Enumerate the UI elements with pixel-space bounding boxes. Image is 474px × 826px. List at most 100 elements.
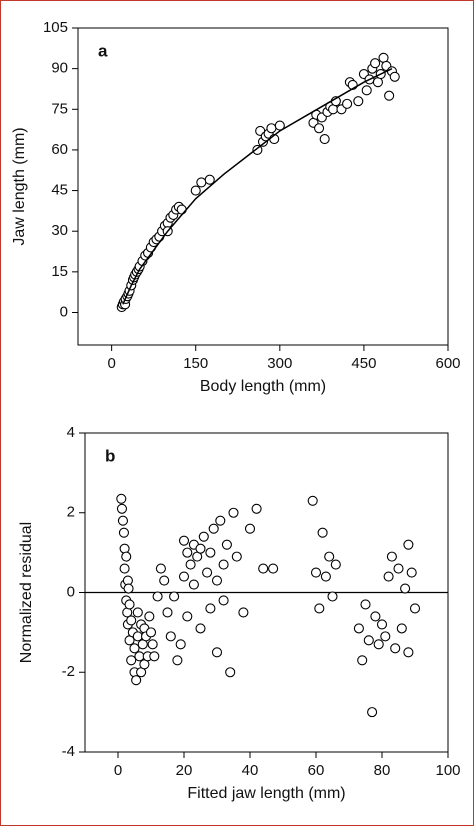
- x-tick-label: 100: [435, 762, 460, 779]
- point: [117, 515, 128, 526]
- y-tick-label: 75: [51, 100, 68, 117]
- point: [380, 631, 391, 642]
- point: [225, 667, 236, 678]
- point: [228, 507, 239, 518]
- point: [129, 643, 140, 654]
- point: [119, 563, 130, 574]
- point: [218, 595, 229, 606]
- point: [159, 575, 170, 586]
- point: [396, 623, 407, 634]
- y-tick-label: -4: [62, 743, 75, 760]
- point: [202, 567, 213, 578]
- point: [251, 503, 262, 514]
- point: [126, 615, 137, 626]
- point: [185, 559, 196, 570]
- point: [165, 631, 176, 642]
- point: [204, 174, 215, 185]
- y-tick-label: 0: [60, 303, 68, 320]
- point: [370, 611, 381, 622]
- point: [231, 551, 242, 562]
- x-tick-label: 20: [176, 762, 193, 779]
- point: [144, 611, 155, 622]
- point: [403, 539, 414, 550]
- point: [132, 607, 143, 618]
- point: [327, 591, 338, 602]
- y-tick-label: -2: [62, 663, 75, 680]
- point: [268, 563, 279, 574]
- point: [357, 655, 368, 666]
- point: [342, 98, 353, 109]
- x-tick-label: 150: [183, 355, 208, 372]
- point: [162, 607, 173, 618]
- point: [196, 177, 207, 188]
- x-tick-label: 600: [435, 355, 460, 372]
- point: [124, 599, 135, 610]
- point: [221, 539, 232, 550]
- point: [389, 71, 400, 82]
- point: [119, 543, 130, 554]
- point: [116, 503, 128, 514]
- point: [330, 559, 341, 570]
- point: [390, 643, 401, 654]
- point: [266, 123, 277, 134]
- point: [314, 123, 325, 134]
- y-axis-label: Normalized residual: [18, 522, 35, 663]
- point: [145, 627, 157, 638]
- point: [175, 639, 186, 650]
- y-tick-label: 90: [51, 60, 68, 77]
- x-tick-label: 40: [242, 762, 259, 779]
- y-tick-label: 15: [51, 263, 68, 280]
- point: [155, 563, 166, 574]
- point: [123, 583, 134, 594]
- point: [307, 495, 318, 506]
- point: [215, 515, 226, 526]
- point: [178, 571, 190, 582]
- point: [310, 567, 322, 578]
- point: [363, 635, 374, 646]
- point: [188, 579, 199, 590]
- point: [147, 639, 158, 650]
- point: [190, 185, 201, 196]
- point: [116, 493, 127, 504]
- point: [353, 623, 364, 634]
- point: [178, 535, 190, 546]
- point: [134, 651, 145, 662]
- point: [373, 639, 384, 650]
- point: [132, 631, 143, 642]
- x-tick-label: 0: [114, 762, 122, 779]
- fit-line: [122, 67, 393, 305]
- x-axis-label: Fitted jaw length (mm): [187, 785, 345, 802]
- point: [121, 551, 132, 562]
- point: [386, 551, 397, 562]
- x-tick-label: 300: [267, 355, 292, 372]
- point: [211, 575, 223, 586]
- point: [198, 531, 209, 542]
- point: [218, 559, 229, 570]
- point: [208, 523, 219, 534]
- point: [205, 547, 216, 558]
- panel-label: a: [98, 41, 108, 60]
- point: [238, 607, 249, 618]
- point: [403, 647, 414, 658]
- point: [319, 134, 330, 145]
- y-tick-label: 30: [51, 222, 68, 239]
- point: [361, 85, 372, 96]
- point: [195, 543, 206, 554]
- point: [376, 619, 388, 630]
- plot-frame: [77, 27, 449, 346]
- x-tick-label: 450: [351, 355, 376, 372]
- y-tick-label: 45: [51, 182, 68, 199]
- point: [176, 204, 187, 215]
- point: [172, 655, 183, 666]
- point: [400, 583, 411, 594]
- point: [149, 651, 160, 662]
- point: [360, 599, 371, 610]
- point: [211, 647, 223, 658]
- point: [252, 144, 263, 155]
- point: [367, 707, 378, 718]
- point: [317, 527, 328, 538]
- y-tick-label: 4: [67, 424, 75, 441]
- point: [384, 90, 395, 101]
